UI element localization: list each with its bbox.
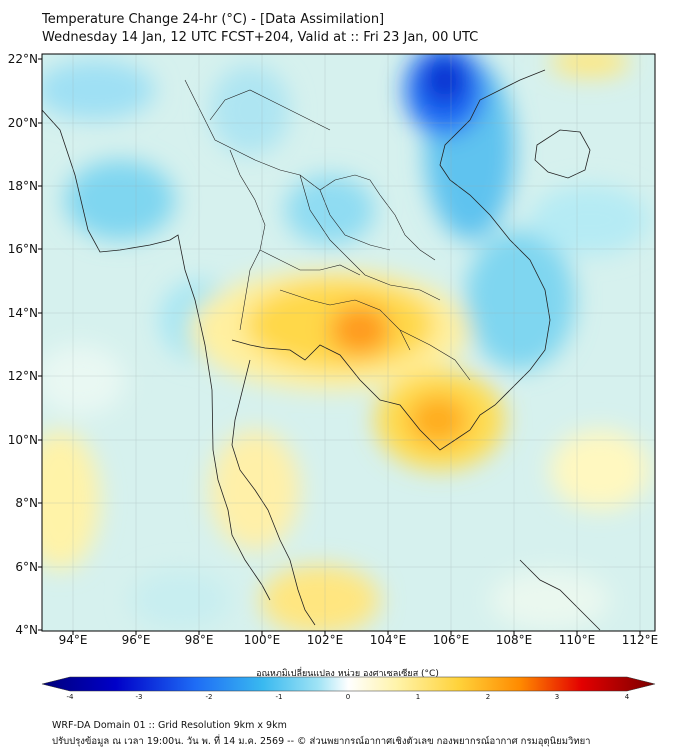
footer-update-info: ปรับปรุงข้อมูล ณ เวลา 19:00น. วัน พ. ที่…	[52, 736, 591, 747]
colorbar-tick-3: 3	[554, 693, 560, 701]
lat-label-16: 16°N	[7, 242, 38, 256]
lat-label-10: 10°N	[7, 433, 38, 447]
lon-label-102: 102°E	[306, 633, 344, 647]
colorbar-tick--3: -3	[135, 693, 143, 701]
lat-label-8: 8°N	[15, 496, 38, 510]
map-title: Temperature Change 24-hr (°C) - [Data As…	[42, 12, 385, 27]
map-frame	[41, 53, 656, 632]
temperature-field	[42, 54, 650, 631]
colorbar-tick-4: 4	[624, 693, 630, 701]
coastlines	[42, 69, 601, 631]
lon-label-96: 96°E	[121, 633, 151, 647]
lat-label-22: 22°N	[7, 52, 38, 66]
map-subtitle: Wednesday 14 Jan, 12 UTC FCST+204, Valid…	[42, 30, 479, 45]
lon-label-106: 106°E	[432, 633, 470, 647]
lat-label-4: 4°N	[15, 623, 38, 637]
borders	[184, 79, 471, 381]
lat-label-12: 12°N	[7, 369, 38, 383]
colorbar-tick--4: -4	[66, 693, 74, 701]
lat-label-6: 6°N	[15, 560, 38, 574]
lon-label-100: 100°E	[243, 633, 281, 647]
colorbar	[41, 676, 656, 692]
colorbar-tick--1: -1	[275, 693, 283, 701]
lon-label-110: 110°E	[558, 633, 596, 647]
colorbar-title: อุณหภูมิเปลี่ยนแปลง หน่วย องศาเซลเซียส (…	[256, 669, 439, 679]
lon-label-104: 104°E	[369, 633, 407, 647]
colorbar-bar	[41, 676, 656, 692]
colorbar-tick-1: 1	[415, 693, 421, 701]
lon-label-98: 98°E	[184, 633, 214, 647]
lat-label-14: 14°N	[7, 306, 38, 320]
lon-label-108: 108°E	[495, 633, 533, 647]
colorbar-tick--2: -2	[205, 693, 213, 701]
colorbar-tick-0: 0	[345, 693, 351, 701]
lat-label-18: 18°N	[7, 179, 38, 193]
lon-label-112: 112°E	[621, 633, 659, 647]
axis-ticks	[38, 58, 641, 635]
graticule	[42, 54, 655, 631]
colorbar-tick-2: 2	[485, 693, 491, 701]
footer-model-info: WRF-DA Domain 01 :: Grid Resolution 9km …	[52, 720, 287, 731]
lat-label-20: 20°N	[7, 116, 38, 130]
lon-label-94: 94°E	[58, 633, 88, 647]
